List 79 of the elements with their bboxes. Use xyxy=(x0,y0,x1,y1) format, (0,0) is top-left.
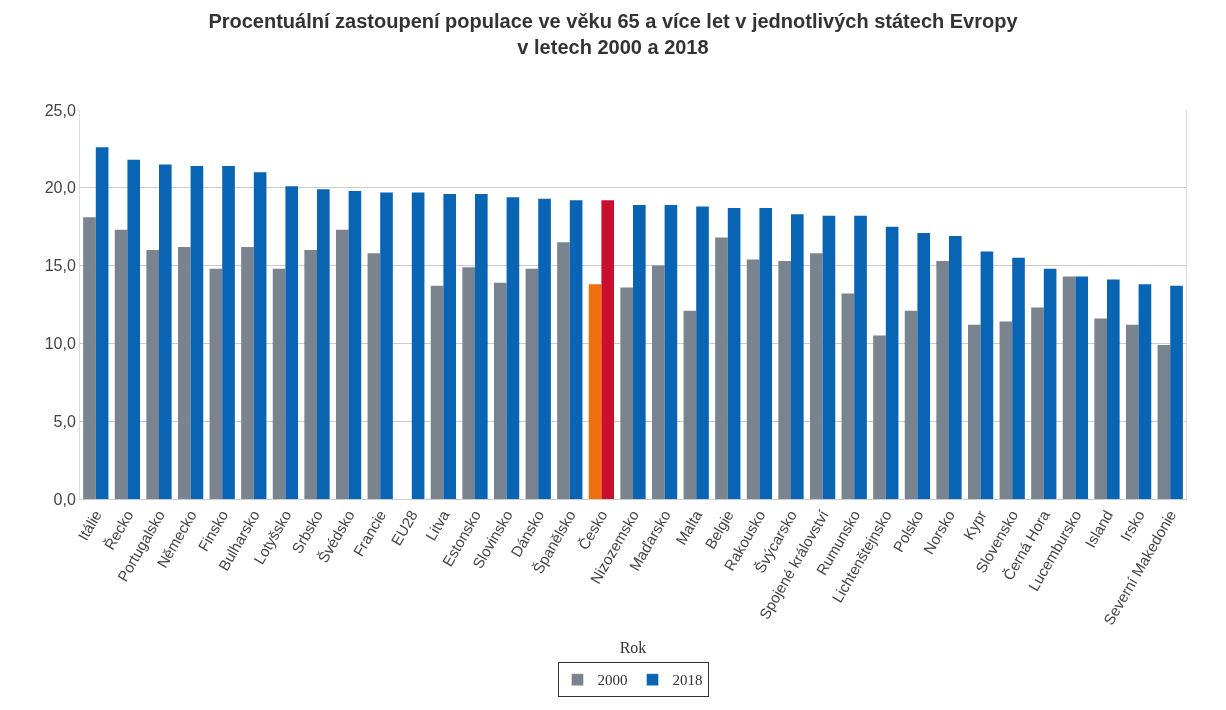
bar xyxy=(588,284,602,499)
bar xyxy=(493,282,507,499)
bar xyxy=(1094,318,1107,499)
bar xyxy=(475,194,488,499)
bar xyxy=(272,268,286,499)
bar xyxy=(127,159,141,499)
bar xyxy=(1012,257,1025,499)
bar xyxy=(557,242,570,499)
bar xyxy=(462,267,475,499)
bar xyxy=(967,324,981,499)
bar xyxy=(885,226,899,499)
bar xyxy=(841,293,855,499)
bar xyxy=(190,166,204,499)
bar xyxy=(525,268,539,499)
bar xyxy=(936,260,949,499)
bar xyxy=(715,237,728,499)
bar xyxy=(1170,285,1183,499)
bar xyxy=(253,172,267,499)
bar xyxy=(367,253,381,499)
bar xyxy=(1062,276,1076,499)
bar xyxy=(114,229,128,499)
bar xyxy=(1075,276,1089,499)
bar xyxy=(159,164,172,499)
bar xyxy=(1043,268,1057,499)
bar xyxy=(949,236,962,499)
legend-label: 2000 xyxy=(597,672,628,689)
bar xyxy=(411,192,425,499)
bar xyxy=(348,190,362,499)
bar xyxy=(633,204,646,499)
bar xyxy=(209,268,223,499)
bar xyxy=(443,194,457,499)
bar xyxy=(778,260,791,499)
y-tick-label: 15,0 xyxy=(44,257,76,275)
bar xyxy=(1125,324,1139,499)
bar xyxy=(696,206,709,499)
bar xyxy=(569,200,583,499)
y-tick-label: 10,0 xyxy=(44,335,76,352)
bar xyxy=(904,310,918,499)
bar xyxy=(651,265,665,499)
bar xyxy=(791,214,804,499)
bar xyxy=(601,200,615,499)
bar xyxy=(177,246,191,499)
bar xyxy=(809,253,823,499)
bar xyxy=(380,192,393,499)
bar xyxy=(999,321,1013,499)
bar xyxy=(241,246,254,499)
bar xyxy=(854,215,867,499)
bar xyxy=(335,229,349,499)
bar xyxy=(304,250,317,499)
bar xyxy=(664,204,678,499)
bar xyxy=(538,198,551,499)
bar xyxy=(1157,344,1171,499)
bar xyxy=(506,197,520,499)
bar xyxy=(980,251,994,499)
bar xyxy=(917,232,931,499)
bar xyxy=(146,250,159,499)
bar xyxy=(83,217,96,499)
bar xyxy=(727,208,741,499)
bar xyxy=(430,285,444,499)
bar xyxy=(1138,284,1152,499)
bar xyxy=(822,215,836,499)
y-tick-label: 20,0 xyxy=(44,179,76,197)
chart-title: Procentuální zastoupení populace ve věku 65 a více let v jednotlivých státech Evropy v letech 2000 a 2018 xyxy=(208,10,1019,59)
y-tick-label: 0,0 xyxy=(53,490,76,508)
bar xyxy=(1031,307,1044,499)
bar xyxy=(620,287,633,499)
bar xyxy=(683,310,697,499)
bar xyxy=(873,335,886,499)
bar xyxy=(759,208,773,499)
legend-label: 2018 xyxy=(672,672,703,689)
x-axis-title: Rok xyxy=(619,639,647,657)
bar xyxy=(222,166,235,499)
bar xyxy=(285,186,299,499)
bar xyxy=(317,189,330,499)
y-tick-label: 5,0 xyxy=(53,412,76,430)
bar xyxy=(1107,279,1120,499)
bar xyxy=(95,147,109,499)
bar xyxy=(746,259,760,499)
y-tick-label: 25,0 xyxy=(44,101,76,119)
